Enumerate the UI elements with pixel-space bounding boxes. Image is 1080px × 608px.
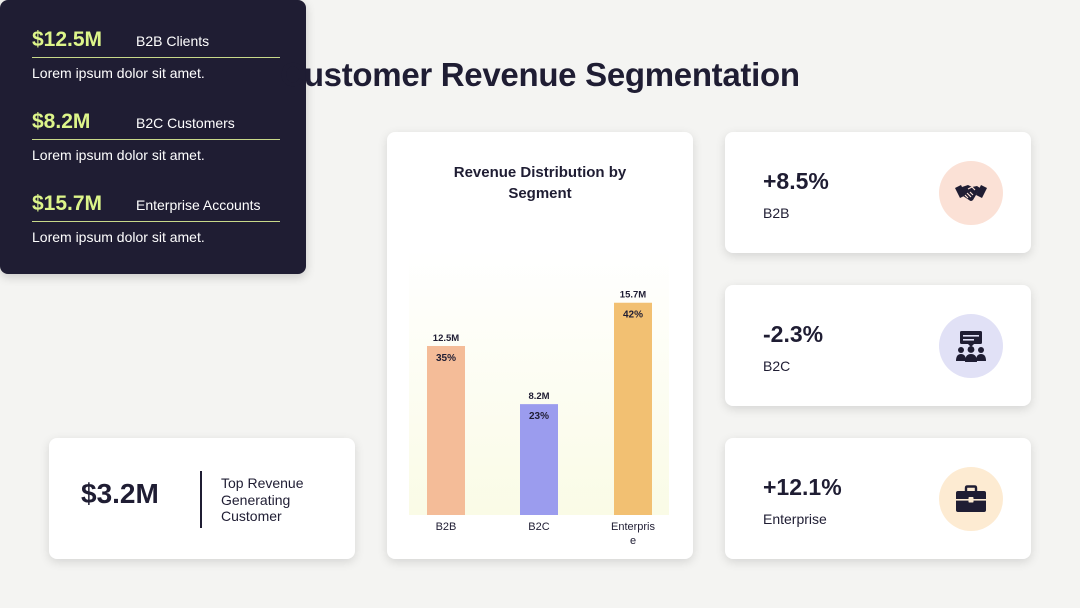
segment-name: B2B Clients	[136, 33, 210, 49]
percent-label-enterprise: 42%	[623, 310, 643, 321]
segment-name: B2C Customers	[136, 115, 235, 131]
top-customer-value: $3.2M	[81, 478, 159, 509]
segment-b2b: $12.5M B2B Clients Lorem ipsum dolor sit…	[32, 28, 280, 81]
x-tick-label-b2b: B2B	[436, 521, 457, 533]
divider	[200, 471, 202, 528]
segment-description: Lorem ipsum dolor sit amet.	[32, 65, 205, 81]
segment-header: $15.7M Enterprise Accounts	[32, 192, 280, 222]
segment-header: $8.2M B2C Customers	[32, 110, 280, 140]
segment-header: $12.5M B2B Clients	[32, 28, 280, 58]
segment-description: Lorem ipsum dolor sit amet.	[32, 229, 205, 245]
kpi-card-enterprise: +12.1% Enterprise	[725, 438, 1031, 559]
data-label-enterprise: 15.7M	[620, 290, 646, 301]
top-customer-label: Top Revenue Generating Customer	[221, 475, 304, 524]
kpi-label: B2C	[763, 358, 791, 374]
audience-icon	[939, 314, 1003, 378]
kpi-card-b2c: -2.3% B2C	[725, 285, 1031, 406]
kpi-value: +12.1%	[763, 474, 842, 500]
data-label-b2b: 12.5M	[433, 333, 459, 344]
bar-b2b	[427, 345, 465, 515]
chart-title: Revenue Distribution by Segment	[453, 164, 627, 202]
segment-value: $8.2M	[32, 110, 91, 133]
kpi-label: B2B	[763, 205, 790, 221]
kpi-value: +8.5%	[763, 168, 829, 194]
data-label-b2c: 8.2M	[528, 391, 549, 402]
segment-description: Lorem ipsum dolor sit amet.	[32, 147, 205, 163]
segment-summary-card: $12.5M B2B Clients Lorem ipsum dolor sit…	[0, 0, 306, 274]
kpi-value: -2.3%	[763, 321, 824, 347]
bar-enterprise	[614, 302, 652, 515]
kpi-card-b2b: +8.5% B2B	[725, 132, 1031, 253]
x-tick-label-enterprise: Enterpris	[611, 521, 656, 533]
top-customer-card: $3.2M Top Revenue Generating Customer	[49, 438, 355, 559]
x-tick-label-enterprise: e	[630, 535, 636, 547]
segment-b2c: $8.2M B2C Customers Lorem ipsum dolor si…	[32, 110, 280, 163]
page-title: Customer Revenue Segmentation	[280, 56, 800, 93]
segment-enterprise: $15.7M Enterprise Accounts Lorem ipsum d…	[32, 192, 280, 245]
segment-name: Enterprise Accounts	[136, 197, 261, 213]
percent-label-b2b: 35%	[436, 353, 456, 364]
percent-label-b2c: 23%	[529, 411, 549, 422]
kpi-label: Enterprise	[763, 511, 827, 527]
briefcase-icon	[939, 467, 1003, 531]
x-tick-label-b2c: B2C	[528, 521, 549, 533]
segment-value: $12.5M	[32, 28, 103, 51]
revenue-bar-chart: 12.5M 35% B2B 8.2M 23% B2C 15.7M 42% Enterpris e	[409, 250, 669, 547]
bar-b2c	[520, 404, 558, 515]
segment-value: $15.7M	[32, 192, 103, 215]
chart-card: 12.5M 35% B2B 8.2M 23% B2C 15.7M 42% Enterpris e …	[387, 132, 693, 559]
handshake-icon	[939, 161, 1003, 225]
